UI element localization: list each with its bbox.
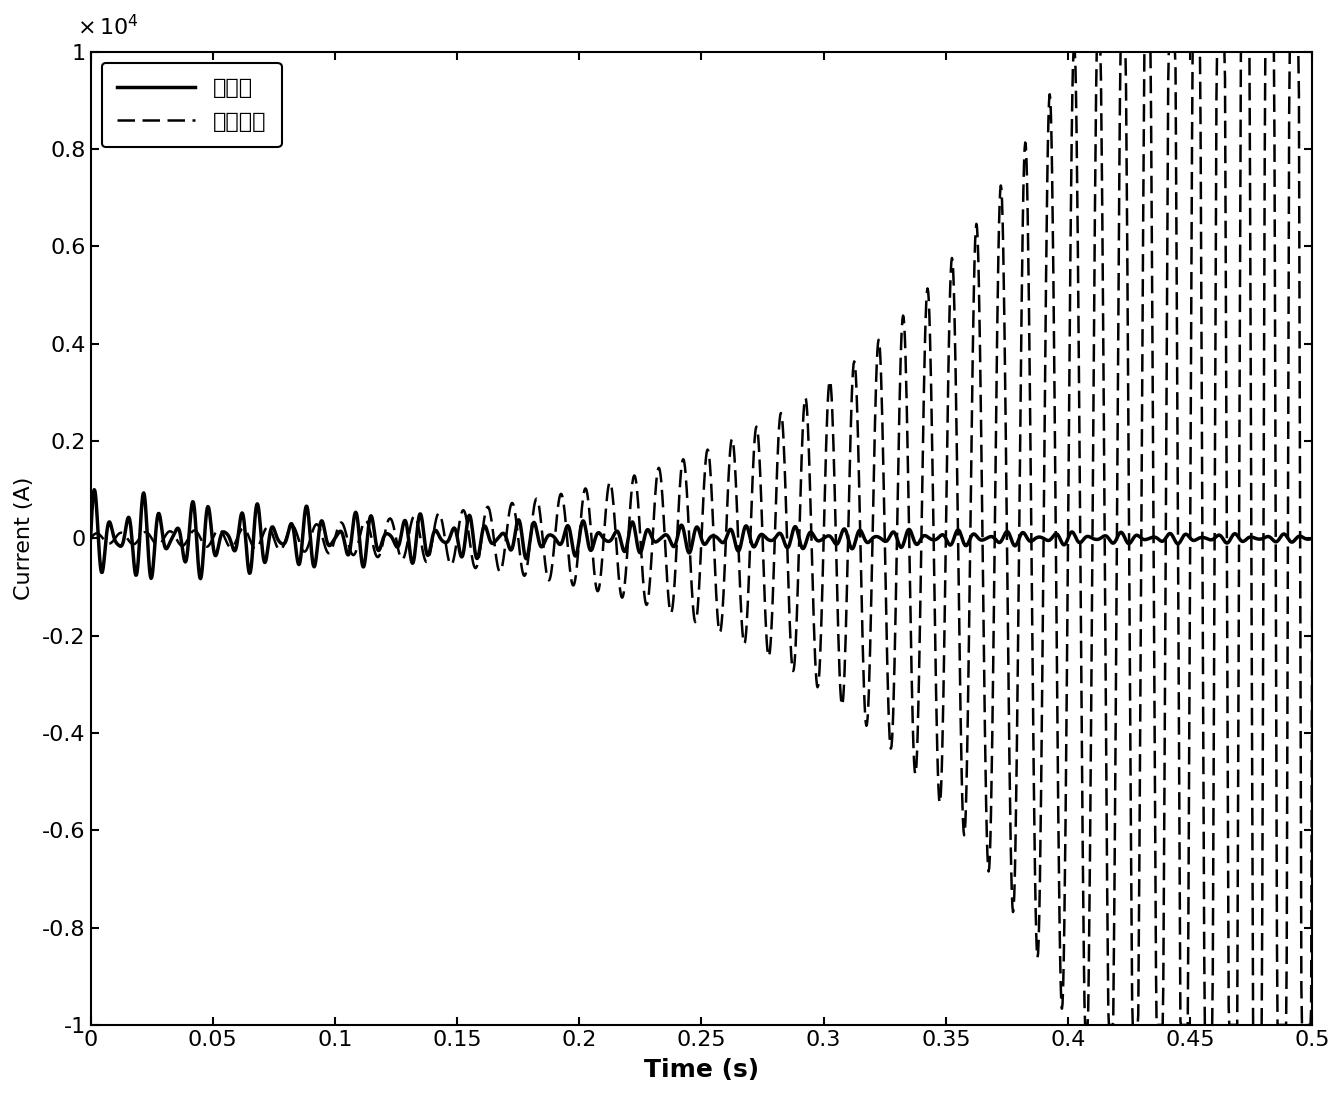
简化系统	[110, 528, 126, 541]
原系统	[1304, 532, 1320, 545]
Line: 原系统: 原系统	[90, 490, 1312, 579]
简化系统	[82, 532, 98, 545]
Text: $\times\,10^{4}$: $\times\,10^{4}$	[77, 14, 138, 39]
简化系统	[817, 484, 833, 498]
简化系统	[1077, 1018, 1093, 1031]
原系统	[82, 532, 98, 545]
Line: 简化系统: 简化系统	[90, 52, 1312, 1025]
简化系统	[1089, 45, 1105, 58]
简化系统	[536, 550, 552, 563]
原系统	[192, 572, 208, 585]
原系统	[1089, 533, 1105, 546]
原系统	[192, 571, 208, 584]
Legend: 原系统, 简化系统: 原系统, 简化系统	[102, 62, 282, 147]
原系统	[538, 533, 554, 546]
原系统	[110, 538, 126, 551]
原系统	[818, 530, 835, 544]
简化系统	[1304, 532, 1320, 545]
Y-axis label: Current (A): Current (A)	[13, 477, 34, 600]
原系统	[149, 512, 165, 525]
简化系统	[148, 538, 164, 551]
X-axis label: Time (s): Time (s)	[644, 1058, 759, 1082]
简化系统	[191, 529, 207, 543]
简化系统	[1066, 45, 1082, 58]
原系统	[86, 483, 102, 496]
